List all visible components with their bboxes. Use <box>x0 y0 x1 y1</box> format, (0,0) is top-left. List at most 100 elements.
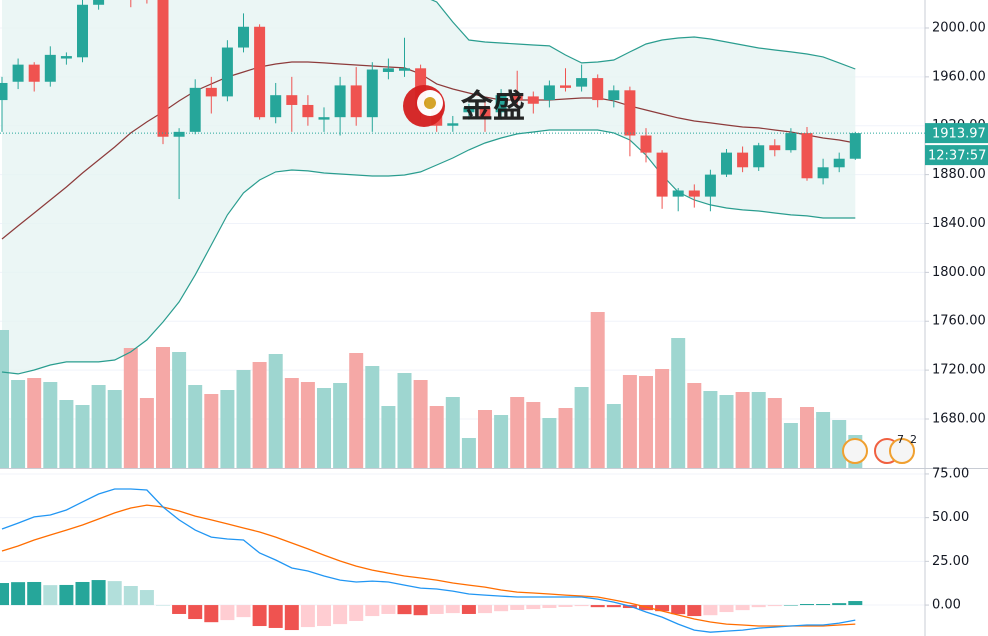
candle-body <box>28 64 40 82</box>
candle-body <box>511 95 523 101</box>
histogram-bar <box>333 605 348 625</box>
candle-body <box>463 107 475 113</box>
volume-bar <box>333 383 348 468</box>
volume-bar <box>220 390 235 468</box>
candle-body <box>801 133 813 179</box>
histogram-bar <box>0 583 9 606</box>
y-tick-label: 1720.00 <box>932 363 986 378</box>
candle-body <box>624 90 636 136</box>
y-tick-label: 50.00 <box>932 510 969 525</box>
candle-body <box>608 90 620 101</box>
candle-body <box>656 152 668 197</box>
event-badges: 7 2 <box>842 433 917 464</box>
volume-bar <box>75 405 90 468</box>
histogram-bar <box>43 585 58 606</box>
band-fill <box>2 0 856 374</box>
histogram-bar <box>574 605 589 607</box>
band-lower <box>1 129 856 375</box>
volume-bar <box>59 400 74 468</box>
candle-body <box>77 4 88 58</box>
histogram-bar <box>172 605 187 614</box>
histogram-bar <box>461 605 476 614</box>
candle-body <box>592 78 604 101</box>
price-tag <box>925 123 988 144</box>
volume-bar <box>43 382 58 468</box>
y-tick-label: 1960.00 <box>932 69 986 84</box>
volume-bar <box>252 362 267 468</box>
candle-body <box>44 54 56 82</box>
candle-body <box>254 26 266 118</box>
histogram-bar <box>236 605 251 618</box>
volume-bar <box>381 406 396 468</box>
badge-count: 7 <box>897 433 904 446</box>
candle-body <box>157 0 169 137</box>
histogram-bar <box>300 605 315 628</box>
histogram-bar <box>703 605 718 616</box>
histogram-bar <box>655 605 670 612</box>
volume-bar <box>574 387 589 468</box>
volume-bar <box>719 395 734 468</box>
volume-bar <box>11 380 26 468</box>
candle-body <box>688 190 700 197</box>
candle-body <box>495 95 507 113</box>
candle-body <box>270 95 282 118</box>
event-badge[interactable] <box>842 438 868 464</box>
volume-bar <box>735 392 750 468</box>
histogram-bar <box>123 586 138 606</box>
candle-body <box>849 133 861 159</box>
volume-bar <box>510 397 525 468</box>
countdown-tag <box>925 145 988 166</box>
volume-bar <box>751 392 766 468</box>
volume-bar <box>172 352 187 468</box>
histogram-bar <box>349 605 364 621</box>
histogram-bar <box>751 605 766 608</box>
histogram-bar <box>429 605 444 614</box>
histogram-bar <box>478 605 492 614</box>
histogram-bar <box>848 601 863 606</box>
volume-bar <box>27 378 42 468</box>
histogram-bar <box>413 605 428 616</box>
volume-bar <box>687 383 702 468</box>
volume-bar <box>703 391 718 468</box>
countdown-label: 12:37:57 <box>928 149 986 164</box>
volume-bar <box>816 412 831 468</box>
y-tick-label: 1840.00 <box>932 216 986 231</box>
volume-bar <box>300 382 315 468</box>
candle-body <box>737 152 749 168</box>
histogram-bar <box>606 605 621 608</box>
candle-body <box>576 78 588 87</box>
watermark-text: 金盛 <box>460 87 525 125</box>
histogram-bar <box>526 605 541 610</box>
volume-bar <box>526 402 541 468</box>
volume-bar <box>317 388 331 468</box>
histogram-bar <box>268 605 283 628</box>
candle-body <box>560 85 571 88</box>
candle-body <box>334 85 346 118</box>
histogram-bar <box>11 582 26 606</box>
histogram-bar <box>27 581 42 606</box>
histogram-bar <box>542 605 557 609</box>
volume-bar <box>365 366 380 468</box>
y-tick-label: 2000.00 <box>932 20 986 35</box>
volume-bar <box>800 407 814 468</box>
histogram-bar <box>671 605 686 615</box>
histogram-bar <box>510 605 525 610</box>
event-badge[interactable] <box>889 438 915 464</box>
histogram-bar <box>832 603 847 606</box>
volume-bar <box>413 380 428 468</box>
volume-bar <box>542 418 557 468</box>
histogram-bar <box>800 604 814 606</box>
volume-bar <box>204 394 219 468</box>
histogram-bar <box>783 605 798 606</box>
histogram-bar <box>317 605 331 627</box>
macd-line <box>1 488 856 633</box>
candle-body <box>318 117 330 120</box>
volume-bar <box>494 415 509 468</box>
histogram-bar <box>445 605 460 614</box>
volume-bar <box>461 438 476 468</box>
histogram-bar <box>494 605 509 612</box>
histogram-bar <box>284 605 299 631</box>
candle-body <box>60 56 72 59</box>
candle-body <box>479 107 491 118</box>
candle-body <box>205 87 217 97</box>
